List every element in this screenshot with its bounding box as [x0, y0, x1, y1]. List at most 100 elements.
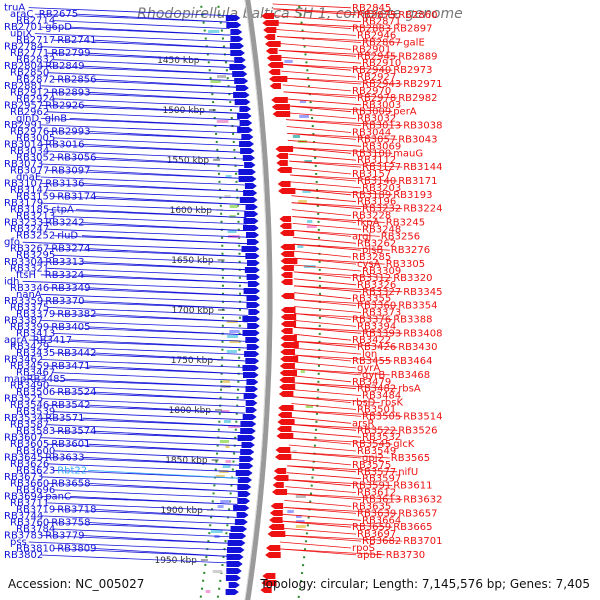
cog-feature-mark [296, 525, 306, 528]
reverse-gene-arrow [268, 62, 284, 68]
gene-label: RB3345 [403, 287, 442, 298]
gene-label: RB3043 [398, 134, 437, 145]
forward-gene-arrow [246, 232, 259, 238]
gene-label: RB3464 [393, 356, 432, 367]
label-leader-line [288, 140, 361, 146]
reverse-gene-arrow [268, 69, 280, 75]
forward-gene-arrow [233, 505, 249, 511]
reverse-gene-arrow [263, 27, 276, 33]
label-leader-line [82, 262, 247, 270]
forward-gene-arrow [240, 428, 256, 434]
cog-feature-mark [224, 420, 231, 423]
gene-label: RB3524 [57, 387, 96, 398]
label-leader-line [88, 171, 244, 179]
reverse-gene-arrow [280, 230, 294, 236]
label-leader-line [286, 487, 357, 493]
forward-gene-arrow [245, 337, 259, 343]
reverse-gene-arrow [273, 111, 291, 117]
reverse-gene-arrow [276, 160, 287, 166]
label-leader-line [286, 113, 357, 119]
label-leader-line [294, 279, 356, 285]
forward-gene-arrow [242, 442, 255, 448]
label-leader-line [292, 210, 351, 216]
gene-label: g6pD [45, 22, 72, 33]
label-leader-line [76, 14, 229, 22]
reverse-gene-arrow [274, 468, 286, 474]
forward-gene-arrow [241, 134, 253, 140]
label-leader-line [82, 66, 235, 74]
reverse-gene-arrow [272, 104, 290, 110]
gene-label: RB3611 [393, 481, 432, 492]
reverse-gene-arrow [280, 349, 295, 355]
reverse-gene-arrow [271, 97, 288, 103]
cog-feature-mark [208, 30, 219, 33]
forward-gene-arrow [230, 50, 245, 56]
cog-feature-mark [227, 335, 238, 338]
label-leader-line [53, 373, 246, 381]
gene-label: RB3224 [403, 204, 442, 215]
reverse-gene-arrow [277, 426, 292, 432]
label-leader-line [294, 265, 361, 271]
reverse-gene-arrow [279, 216, 291, 222]
forward-gene-arrow [226, 15, 241, 21]
reverse-gene-arrow [276, 447, 291, 453]
label-leader-line [288, 459, 351, 465]
label-leader-line [70, 340, 247, 348]
label-leader-line [82, 105, 239, 113]
reverse-gene-arrow [264, 34, 275, 40]
label-leader-line [41, 555, 231, 563]
gene-label: RB3574 [57, 426, 96, 437]
forward-gene-arrow [229, 64, 246, 70]
reverse-gene-arrow [269, 517, 282, 523]
reverse-gene-arrow [280, 244, 295, 250]
gene-label: RB2982 [398, 93, 437, 104]
forward-gene-arrow [246, 204, 258, 210]
reverse-gene-arrow [281, 321, 296, 327]
forward-gene-arrow [240, 449, 254, 455]
label-leader-line [88, 483, 239, 491]
gene-label: RB3252 [16, 231, 55, 242]
label-leader-line [287, 127, 351, 133]
forward-gene-arrow [236, 85, 249, 91]
forward-gene-arrow [244, 218, 259, 224]
forward-gene-arrow [243, 372, 259, 378]
label-leader-line [273, 4, 351, 8]
reverse-gene-arrow [271, 503, 283, 509]
gene-label: RB3274 [51, 244, 90, 255]
gene-label: RB3193 [393, 190, 432, 201]
forward-gene-arrow [242, 316, 260, 322]
label-leader-line [82, 223, 246, 231]
gene-label: RB3136 [45, 179, 84, 190]
label-leader-line [287, 473, 361, 479]
cog-feature-mark [287, 510, 294, 513]
forward-gene-arrow [245, 183, 257, 189]
forward-gene-arrow [243, 414, 257, 420]
accession-label: Accession: NC_005027 [8, 577, 144, 591]
gene-label: RB3442 [57, 348, 96, 359]
forward-gene-arrow [226, 589, 239, 595]
forward-gene-arrow [233, 92, 250, 98]
label-leader-line [88, 288, 248, 296]
label-leader-line [292, 390, 361, 396]
label-leader-line [293, 237, 356, 243]
label-leader-line [88, 444, 242, 452]
gene-label: RB3701 [403, 536, 442, 547]
circular-genome-map: 1450 kbp1500 kbp1550 kbp1600 kbp1650 kbp… [0, 0, 600, 600]
forward-gene-arrow [246, 379, 258, 385]
cog-feature-mark [206, 590, 211, 593]
reverse-gene-arrow [281, 251, 295, 257]
forward-gene-arrow [247, 260, 260, 266]
forward-gene-arrow [247, 302, 261, 308]
gene-label: RB3097 [51, 166, 90, 177]
label-leader-line [88, 327, 247, 335]
reverse-gene-arrow [280, 370, 297, 376]
gene-label: rbsA [398, 384, 421, 395]
gene-label: RB3468 [391, 370, 430, 381]
gene-label: glcK [393, 439, 415, 450]
forward-gene-arrow [243, 155, 255, 161]
gene-label: apbE [357, 550, 382, 561]
forward-gene-arrow [240, 120, 253, 126]
label-leader-line [64, 379, 246, 387]
gene-label: RB3370 [45, 296, 84, 307]
forward-gene-arrow [238, 491, 251, 497]
